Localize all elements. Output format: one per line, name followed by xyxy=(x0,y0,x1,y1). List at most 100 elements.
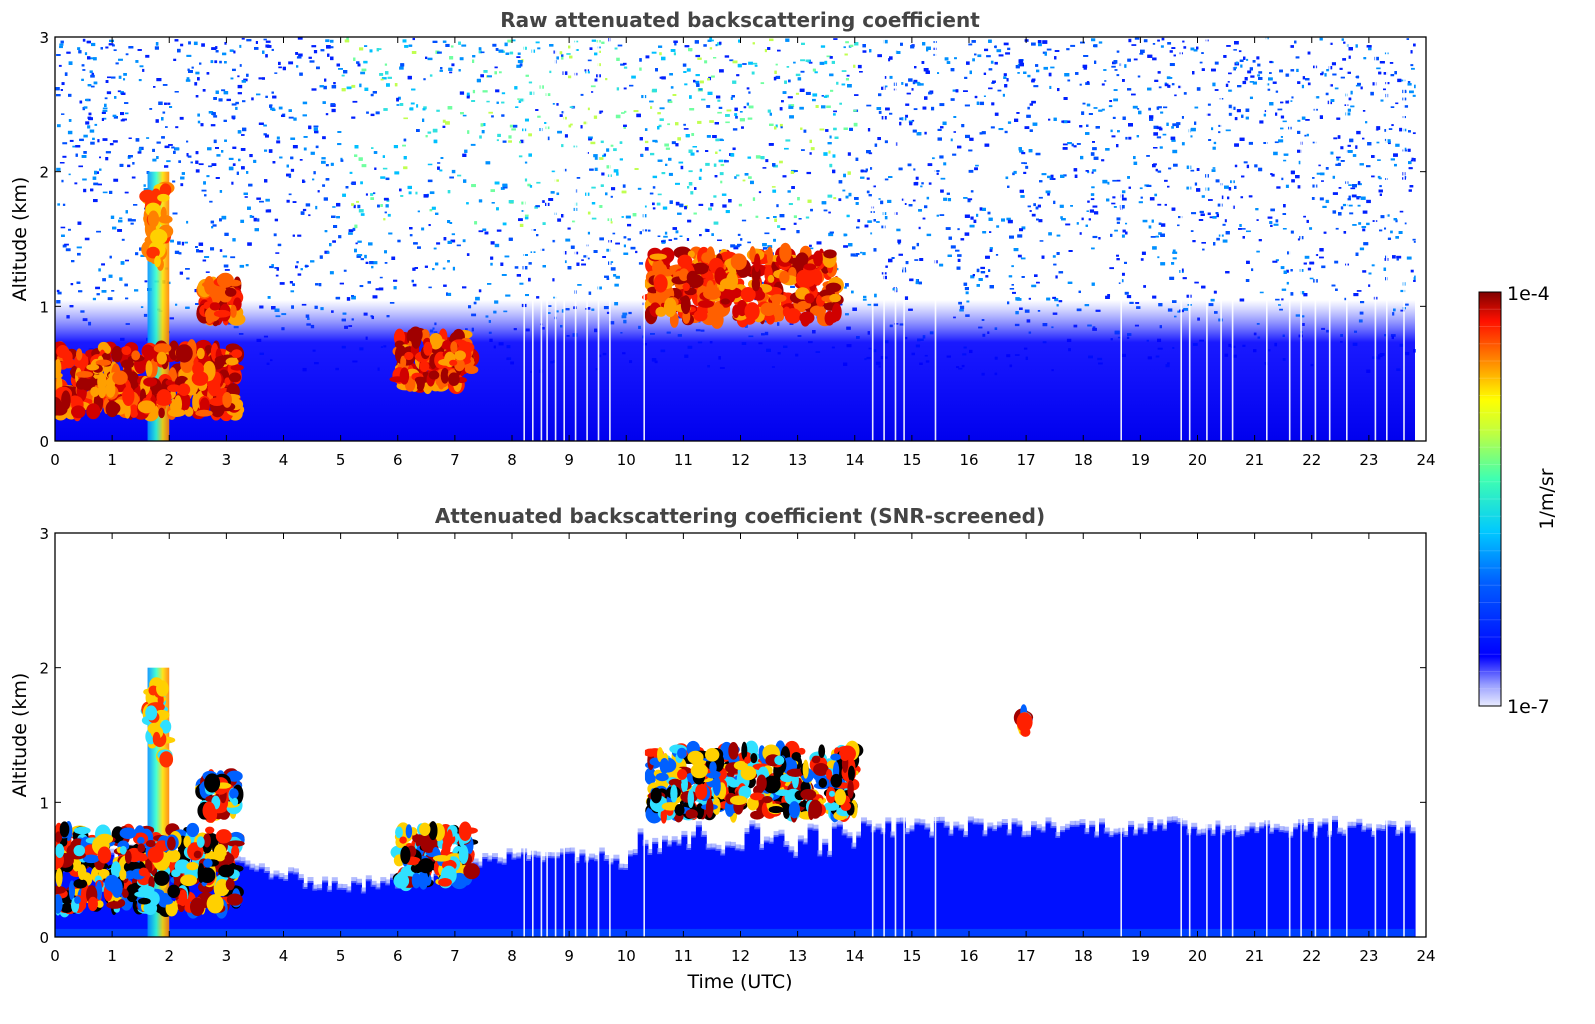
noise-speck xyxy=(56,167,61,171)
noise-speck xyxy=(692,146,698,148)
noise-speck xyxy=(952,153,957,156)
noise-speck xyxy=(423,78,426,81)
noise-speck xyxy=(57,124,61,128)
noise-speck xyxy=(336,63,341,67)
noise-speck xyxy=(303,147,307,151)
noise-speck xyxy=(661,172,666,175)
noise-speck xyxy=(866,177,870,180)
noise-speck xyxy=(1338,187,1342,189)
noise-speck xyxy=(365,261,369,264)
noise-speck xyxy=(166,160,171,163)
noise-speck xyxy=(162,84,168,86)
noise-speck xyxy=(357,254,363,257)
noise-speck xyxy=(91,72,94,76)
noise-speck xyxy=(288,174,292,178)
noise-speck xyxy=(737,63,742,68)
noise-speck xyxy=(1278,139,1284,143)
noise-speck xyxy=(1034,274,1038,277)
noise-speck xyxy=(142,68,145,72)
noise-speck xyxy=(403,138,407,142)
noise-speck xyxy=(65,248,71,252)
noise-speck xyxy=(408,44,413,47)
noise-speck xyxy=(1036,69,1040,73)
noise-speck xyxy=(132,162,135,165)
noise-speck xyxy=(1007,185,1010,188)
noise-speck xyxy=(732,80,737,84)
noise-speck xyxy=(1303,293,1308,297)
noise-speck xyxy=(698,176,702,180)
noise-speck xyxy=(1290,69,1295,72)
noise-speck xyxy=(261,77,265,80)
noise-speck xyxy=(127,155,131,159)
noise-speck xyxy=(1048,72,1052,77)
noise-speck xyxy=(1331,62,1337,66)
noise-speck xyxy=(1215,179,1220,183)
noise-speck xyxy=(112,114,117,117)
noise-speck xyxy=(290,168,295,172)
noise-speck xyxy=(288,193,292,196)
noise-speck xyxy=(403,156,407,160)
noise-speck xyxy=(1410,269,1414,273)
noise-speck xyxy=(1340,76,1345,79)
noise-speck xyxy=(1399,127,1403,132)
noise-speck xyxy=(1297,149,1302,153)
noise-speck xyxy=(110,215,115,219)
noise-speck xyxy=(659,76,663,79)
noise-speck xyxy=(230,256,236,259)
noise-speck xyxy=(1065,223,1071,226)
noise-speck xyxy=(1136,135,1140,138)
noise-speck xyxy=(1169,50,1173,53)
noise-speck xyxy=(637,187,642,190)
noise-speck xyxy=(1267,216,1273,219)
noise-speck xyxy=(210,220,215,224)
noise-speck xyxy=(1357,204,1361,207)
noise-speck xyxy=(1212,216,1217,219)
noise-speck xyxy=(1124,261,1128,264)
noise-speck xyxy=(1125,231,1128,235)
noise-speck xyxy=(644,147,649,151)
noise-speck xyxy=(1172,123,1177,127)
noise-speck xyxy=(724,160,729,163)
noise-speck xyxy=(1290,269,1293,272)
noise-speck xyxy=(552,103,556,105)
noise-speck xyxy=(1128,123,1133,127)
noise-speck xyxy=(657,235,661,238)
noise-speck xyxy=(1352,154,1357,157)
noise-speck xyxy=(1335,288,1338,291)
noise-speck xyxy=(937,72,940,74)
noise-speck xyxy=(102,109,108,112)
noise-speck xyxy=(955,249,960,252)
noise-speck xyxy=(939,263,944,267)
noise-speck xyxy=(382,155,385,158)
noise-speck xyxy=(364,87,369,91)
noise-speck xyxy=(864,170,868,173)
noise-speck xyxy=(1305,78,1310,81)
noise-speck xyxy=(271,264,274,267)
noise-speck xyxy=(495,89,500,93)
noise-speck xyxy=(788,104,792,107)
noise-speck xyxy=(899,121,902,126)
noise-speck xyxy=(909,121,913,126)
noise-speck xyxy=(286,173,292,177)
noise-speck xyxy=(785,38,790,42)
noise-speck xyxy=(623,252,629,255)
noise-speck xyxy=(1412,238,1418,241)
noise-speck xyxy=(93,57,97,61)
noise-speck xyxy=(1258,239,1262,242)
noise-speck xyxy=(161,136,165,139)
noise-speck xyxy=(1231,106,1236,110)
noise-speck xyxy=(772,189,777,193)
noise-speck xyxy=(1091,38,1096,42)
noise-speck xyxy=(730,153,735,157)
noise-speck xyxy=(1336,156,1341,159)
noise-speck xyxy=(1092,141,1095,143)
noise-speck xyxy=(325,39,330,43)
noise-speck xyxy=(316,66,320,70)
noise-speck xyxy=(1384,227,1387,230)
noise-speck xyxy=(1181,116,1184,119)
noise-speck xyxy=(868,152,873,155)
noise-speck xyxy=(658,124,662,128)
noise-speck xyxy=(464,149,468,153)
noise-speck xyxy=(417,246,421,249)
noise-speck xyxy=(375,288,380,291)
